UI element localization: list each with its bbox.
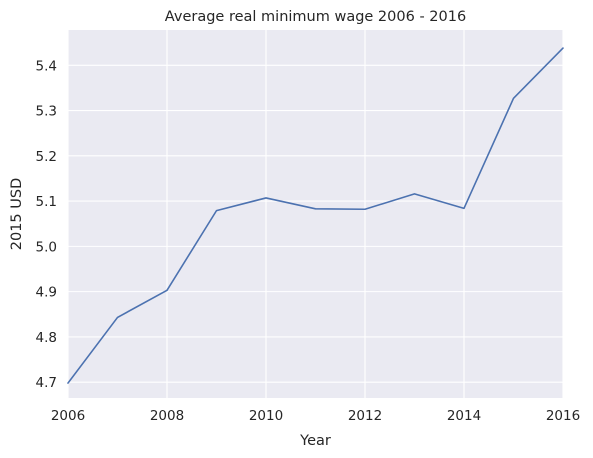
- y-tick-label: 5.1: [36, 194, 57, 210]
- y-tick-labels: 4.7 4.8 4.9 5.0 5.1 5.2 5.3 5.4: [36, 58, 57, 391]
- y-tick-label: 4.7: [36, 375, 57, 391]
- y-gridlines: [68, 64, 563, 383]
- x-tick-labels: 2006 2008 2010 2012 2014 2016: [51, 408, 580, 424]
- y-tick-label: 5.3: [36, 104, 57, 120]
- x-tick-label: 2010: [249, 408, 283, 424]
- plot-background: [68, 30, 563, 398]
- x-tick-label: 2014: [447, 408, 481, 424]
- chart-title: Average real minimum wage 2006 - 2016: [165, 9, 466, 25]
- y-axis-label: 2015 USD: [9, 178, 25, 251]
- y-tick-label: 5.4: [36, 58, 57, 74]
- x-axis-label: Year: [299, 433, 331, 449]
- x-tick-label: 2016: [546, 408, 580, 424]
- y-tick-label: 5.0: [36, 239, 57, 255]
- x-tick-label: 2006: [51, 408, 85, 424]
- series-line: [67, 47, 564, 384]
- y-tick-label: 4.8: [36, 330, 57, 346]
- y-tick-label: 4.9: [36, 285, 57, 301]
- y-tick-label: 5.2: [36, 149, 57, 165]
- x-tick-label: 2008: [150, 408, 184, 424]
- x-tick-label: 2012: [348, 408, 382, 424]
